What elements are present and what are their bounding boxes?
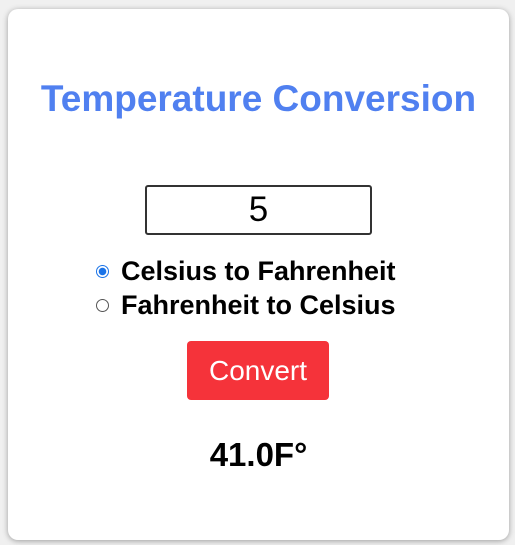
option-label: Celsius to Fahrenheit (121, 256, 396, 286)
convert-button[interactable]: Convert (187, 341, 329, 400)
conversion-result: 41.0F° (209, 436, 308, 473)
option-celsius-to-fahrenheit[interactable]: Celsius to Fahrenheit (96, 254, 396, 288)
conversion-options: Celsius to Fahrenheit Fahrenheit to Cels… (96, 254, 396, 322)
radio-fahrenheit-to-celsius[interactable] (96, 298, 109, 312)
converter-card: Temperature Conversion Celsius to Fahren… (8, 9, 509, 540)
page-title: Temperature Conversion (40, 78, 477, 119)
temperature-input[interactable] (145, 185, 372, 235)
radio-celsius-to-fahrenheit[interactable] (96, 264, 109, 278)
option-label: Fahrenheit to Celsius (121, 290, 396, 320)
option-fahrenheit-to-celsius[interactable]: Fahrenheit to Celsius (96, 288, 396, 322)
